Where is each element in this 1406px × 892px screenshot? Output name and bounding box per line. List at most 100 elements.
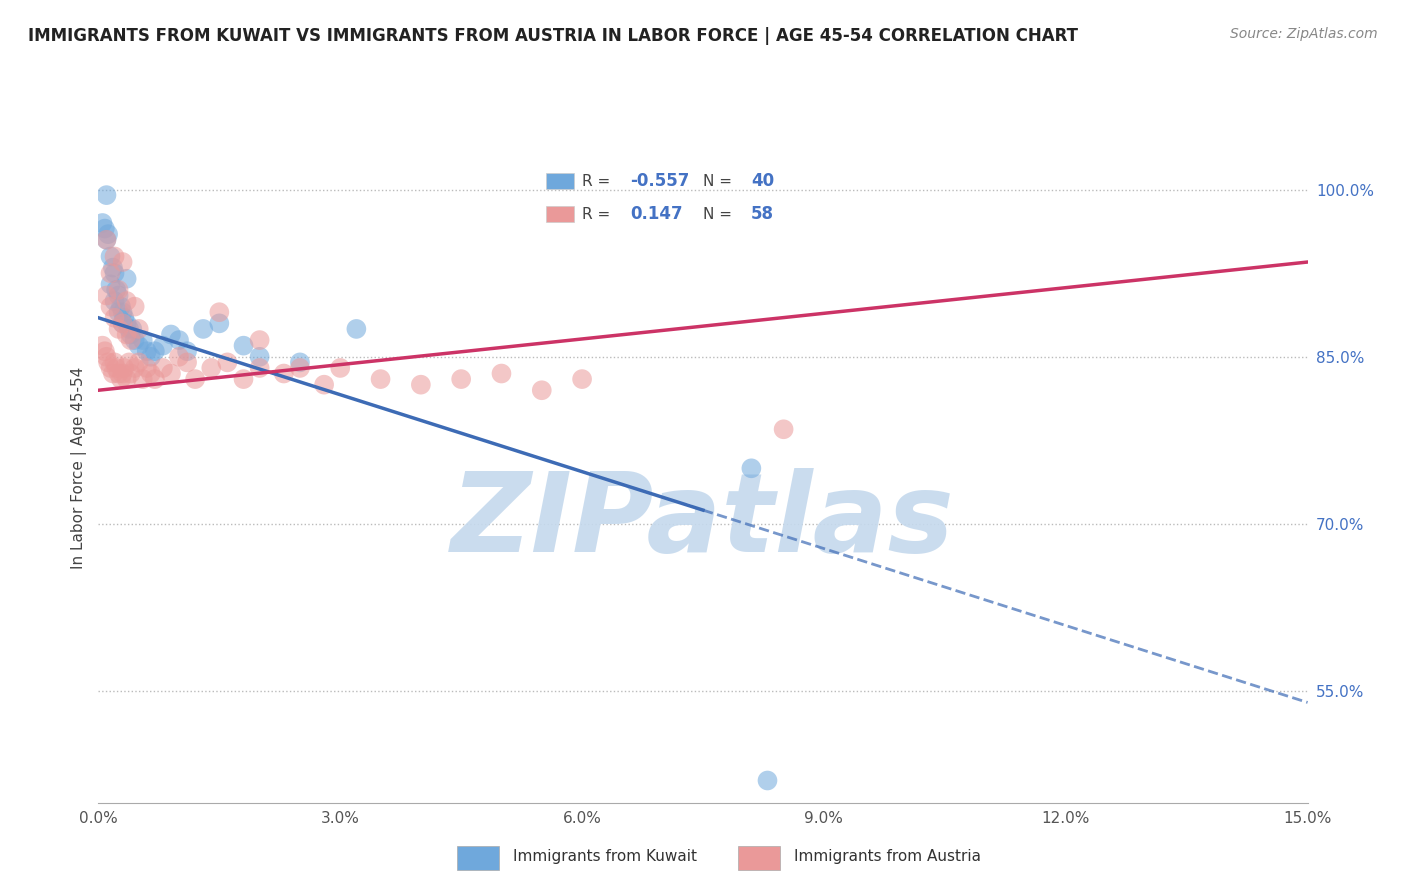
Point <box>124 333 146 347</box>
Text: 58: 58 <box>751 205 773 223</box>
Point <box>96 288 118 302</box>
Point <box>96 233 118 247</box>
Point <box>115 271 138 285</box>
Point <box>217 355 239 369</box>
Text: IMMIGRANTS FROM KUWAIT VS IMMIGRANTS FROM AUSTRIA IN LABOR FORCE | AGE 45-54 COR: IMMIGRANTS FROM KUWAIT VS IMMIGRANTS FRO… <box>28 27 1078 45</box>
Text: N =: N = <box>703 174 737 188</box>
Point <box>111 367 134 381</box>
Point <box>124 361 146 376</box>
FancyBboxPatch shape <box>546 206 574 222</box>
Point <box>111 317 134 331</box>
Point <box>103 355 125 369</box>
Text: 0.147: 0.147 <box>630 205 682 223</box>
Point <box>107 283 129 297</box>
Point <box>101 260 124 275</box>
FancyBboxPatch shape <box>457 846 499 870</box>
Point <box>103 293 125 308</box>
Point <box>115 327 138 342</box>
Point <box>100 277 122 292</box>
Point <box>107 367 129 381</box>
Point <box>94 221 117 235</box>
Point <box>115 293 138 308</box>
Point <box>370 372 392 386</box>
FancyBboxPatch shape <box>546 173 574 189</box>
Point <box>107 305 129 319</box>
Point <box>107 288 129 302</box>
Point <box>105 283 128 297</box>
Point <box>107 322 129 336</box>
Point <box>121 322 143 336</box>
Point <box>128 322 150 336</box>
Point <box>139 367 162 381</box>
Point <box>208 305 231 319</box>
Point <box>160 367 183 381</box>
Point <box>249 333 271 347</box>
Point <box>115 372 138 386</box>
Point <box>91 216 114 230</box>
Point <box>491 367 513 381</box>
Point <box>128 355 150 369</box>
Point <box>344 322 367 336</box>
Point <box>249 361 271 376</box>
Point <box>110 300 132 314</box>
Point <box>160 327 183 342</box>
Point <box>112 361 135 376</box>
Point <box>112 310 135 325</box>
Point <box>128 339 150 353</box>
Point <box>314 377 336 392</box>
Text: -0.557: -0.557 <box>630 172 689 190</box>
Text: Immigrants from Austria: Immigrants from Austria <box>794 849 981 863</box>
Point <box>111 305 134 319</box>
Point <box>103 310 125 325</box>
Point <box>100 300 122 314</box>
Point <box>132 372 155 386</box>
Text: Source: ZipAtlas.com: Source: ZipAtlas.com <box>1230 27 1378 41</box>
Point <box>115 317 138 331</box>
Point <box>193 322 215 336</box>
Point <box>124 300 146 314</box>
Point <box>132 333 155 347</box>
Point <box>96 350 118 364</box>
Point <box>143 344 166 359</box>
Point <box>120 333 142 347</box>
Point <box>97 227 120 242</box>
Point <box>118 355 141 369</box>
Point <box>571 372 593 386</box>
Point <box>110 372 132 386</box>
Point <box>409 377 432 392</box>
Point <box>200 361 222 376</box>
Point <box>167 350 190 364</box>
Point <box>288 361 311 376</box>
Y-axis label: In Labor Force | Age 45-54: In Labor Force | Age 45-54 <box>72 368 87 569</box>
Point <box>120 367 142 381</box>
Point <box>152 361 174 376</box>
Point <box>772 422 794 436</box>
Point <box>135 361 157 376</box>
Point <box>273 367 295 381</box>
Text: ZIPatlas: ZIPatlas <box>451 468 955 575</box>
Point <box>97 355 120 369</box>
Point <box>94 344 117 359</box>
Point <box>329 361 352 376</box>
Point <box>100 250 122 264</box>
Text: N =: N = <box>703 207 737 221</box>
Point <box>111 255 134 269</box>
Point <box>530 384 553 398</box>
Point <box>249 350 271 364</box>
Point <box>232 339 254 353</box>
Text: 40: 40 <box>751 172 773 190</box>
Text: Immigrants from Kuwait: Immigrants from Kuwait <box>513 849 697 863</box>
Point <box>118 322 141 336</box>
Point <box>96 233 118 247</box>
Point <box>101 367 124 381</box>
Point <box>167 333 190 347</box>
Point <box>176 344 198 359</box>
Point <box>288 355 311 369</box>
Point <box>139 350 162 364</box>
Point <box>152 339 174 353</box>
Point <box>91 339 114 353</box>
Point <box>135 344 157 359</box>
Point <box>740 461 762 475</box>
Point <box>756 773 779 788</box>
Point <box>208 317 231 331</box>
